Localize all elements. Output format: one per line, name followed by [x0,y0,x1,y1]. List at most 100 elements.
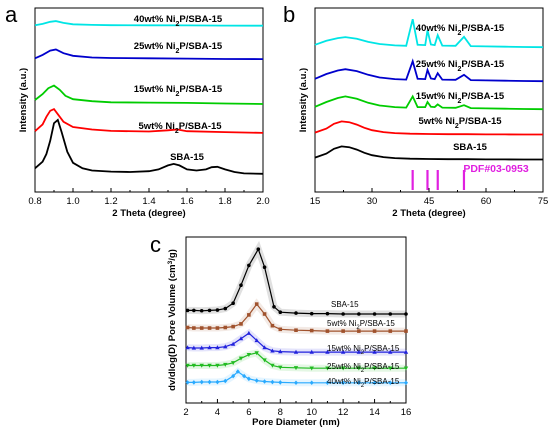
data-point-c-sba-15-1 [192,308,196,313]
series-line-b-25wt-ni2p-sba-15 [314,58,544,83]
data-point-c-5wt-ni2p-sba-15-12 [278,327,283,332]
data-point-c-15wt-ni2p-sba-15-13 [293,349,299,354]
data-point-c-25wt-ni2p-sba-15-2 [199,363,204,368]
series-line-b-40wt-ni2p-sba-15 [314,18,544,49]
data-point-c-sba-15-3 [207,308,212,313]
data-point-c-5wt-ni2p-sba-15-20 [404,329,408,333]
x-tick-label-c-0: 2 [183,407,188,418]
data-point-c-sba-15-19 [388,312,393,316]
data-point-c-40wt-ni2p-sba-15-15 [309,380,314,386]
x-tick-label-a-0: 0.8 [28,196,41,207]
data-point-c-15wt-ni2p-sba-15-0 [185,345,190,350]
data-point-c-40wt-ni2p-sba-15-4 [215,379,220,385]
x-tick-label-c-3: 8 [278,407,283,418]
data-point-c-5wt-ni2p-sba-15-13 [294,328,298,332]
data-point-c-40wt-ni2p-sba-15-10 [254,378,259,383]
x-tick-label-a-6: 2.0 [256,196,269,207]
x-tick-label-b-3: 60 [481,196,492,207]
data-point-c-sba-15-17 [357,312,361,316]
data-point-c-25wt-ni2p-sba-15-16 [340,366,346,371]
data-point-c-40wt-ni2p-sba-15-2 [199,379,204,385]
series-line-a-sba-15 [34,118,264,175]
data-point-c-40wt-ni2p-sba-15-8 [242,373,247,379]
x-tick-label-a-5: 1.8 [218,196,231,207]
x-tick-label-c-5: 12 [338,407,349,418]
series-label-c-40wt-ni2p-sba-15: 40wt% Ni2P/SBA-15 [327,377,400,389]
data-point-c-40wt-ni2p-sba-15-7 [235,369,240,374]
data-point-c-25wt-ni2p-sba-15-11 [270,363,275,368]
data-point-c-25wt-ni2p-sba-15-19 [388,366,393,371]
series-label-a-25wt-ni2p-sba-15: 25wt% Ni2P/SBA-15 [134,41,223,55]
data-point-c-40wt-ni2p-sba-15-9 [246,376,251,382]
data-point-c-25wt-ni2p-sba-15-3 [207,363,212,368]
series-label-c-25wt-ni2p-sba-15: 25wt% Ni2P/SBA-15 [327,362,400,374]
data-point-c-40wt-ni2p-sba-15-19 [372,380,377,386]
panel-letter-c: c [150,232,161,257]
panel-letter-a: a [5,2,18,27]
x-tick-label-c-6: 14 [369,407,380,418]
chart-panel-c: 2 4 6 8 10 12 14 16 Pore Diameter (nm) dv/dlog(… [167,236,411,428]
series-label-b-5wt-ni2p-sba-15: 5wt% Ni2P/SBA-15 [418,116,502,130]
data-point-c-40wt-ni2p-sba-15-1 [191,380,196,385]
data-point-c-sba-15-13 [294,311,298,315]
series-line-a-15wt-ni2p-sba-15 [34,84,264,105]
data-point-c-25wt-ni2p-sba-15-4 [215,363,220,368]
data-point-c-25wt-ni2p-sba-15-17 [356,366,362,371]
data-point-c-sba-15-20 [404,312,408,316]
data-point-c-15wt-ni2p-sba-15-6 [230,341,236,346]
data-point-c-40wt-ni2p-sba-15-17 [341,380,346,386]
series-label-b-15wt-ni2p-sba-15: 15wt% Ni2P/SBA-15 [416,91,505,105]
data-point-c-40wt-ni2p-sba-15-6 [231,373,236,379]
series-glow-c-sba-15 [187,240,406,318]
data-point-c-25wt-ni2p-sba-15-20 [403,366,409,371]
data-point-c-25wt-ni2p-sba-15-1 [191,363,197,368]
data-point-c-5wt-ni2p-sba-15-6 [231,324,235,329]
series-line-a-40wt-ni2p-sba-15 [34,20,264,27]
data-point-c-15wt-ni2p-sba-15-4 [215,345,220,350]
data-point-c-5wt-ni2p-sba-15-19 [388,329,393,333]
x-tick-label-c-1: 4 [215,407,220,418]
data-point-c-5wt-ni2p-sba-15-11 [270,323,275,328]
data-point-c-sba-15-4 [215,308,220,312]
data-point-c-sba-15-7 [239,283,243,288]
y-axis-label-a: Intensity (a.u.) [18,68,29,132]
data-point-c-15wt-ni2p-sba-15-11 [270,348,275,353]
data-point-c-15wt-ni2p-sba-15-2 [199,345,204,350]
data-point-c-5wt-ni2p-sba-15-4 [215,326,220,330]
series-label-b-40wt-ni2p-sba-15: 40wt% Ni2P/SBA-15 [416,23,505,37]
data-point-c-25wt-ni2p-sba-15-5 [223,362,228,367]
x-tick-label-a-1: 1.0 [66,196,79,207]
data-point-c-sba-15-2 [199,308,204,313]
data-point-c-25wt-ni2p-sba-15-14 [309,366,314,371]
series-line-a-25wt-ni2p-sba-15 [34,48,264,60]
x-tick-label-b-0: 15 [310,196,321,207]
data-point-c-sba-15-9 [256,247,261,251]
series-line-a-5wt-ni2p-sba-15 [34,107,264,134]
y-axis-label-c: dv/dlog(D) Pore Volume (cm3/g) [167,249,179,391]
data-point-c-5wt-ni2p-sba-15-0 [185,325,190,330]
data-point-c-15wt-ni2p-sba-15-19 [388,349,393,354]
data-point-c-5wt-ni2p-sba-15-9 [254,302,259,306]
series-line-b-15wt-ni2p-sba-15 [314,94,544,111]
data-point-c-25wt-ni2p-sba-15-9 [254,351,259,356]
data-point-c-15wt-ni2p-sba-15-15 [325,349,330,354]
series-label-a-sba-15: SBA-15 [170,152,205,163]
x-tick-label-a-3: 1.4 [142,196,155,207]
data-point-c-5wt-ni2p-sba-15-3 [207,326,212,330]
data-point-c-15wt-ni2p-sba-15-17 [356,349,362,354]
data-point-c-5wt-ni2p-sba-15-7 [239,322,243,326]
data-point-c-40wt-ni2p-sba-15-11 [262,379,267,384]
x-tick-label-b-2: 45 [424,196,435,207]
data-point-c-5wt-ni2p-sba-15-1 [192,326,196,330]
y-axis-label-b: Intensity (a.u.) [298,68,309,132]
data-point-c-5wt-ni2p-sba-15-14 [309,328,314,333]
data-point-c-40wt-ni2p-sba-15-14 [294,380,298,386]
data-point-c-40wt-ni2p-sba-15-5 [223,378,228,384]
series-line-c-40wt-ni2p-sba-15 [187,370,406,384]
data-point-c-5wt-ni2p-sba-15-15 [325,329,330,333]
data-point-c-5wt-ni2p-sba-15-5 [223,325,228,330]
data-point-c-25wt-ni2p-sba-15-8 [246,353,252,357]
data-point-c-sba-15-12 [278,310,283,315]
x-tick-label-a-2: 1.2 [104,196,117,207]
